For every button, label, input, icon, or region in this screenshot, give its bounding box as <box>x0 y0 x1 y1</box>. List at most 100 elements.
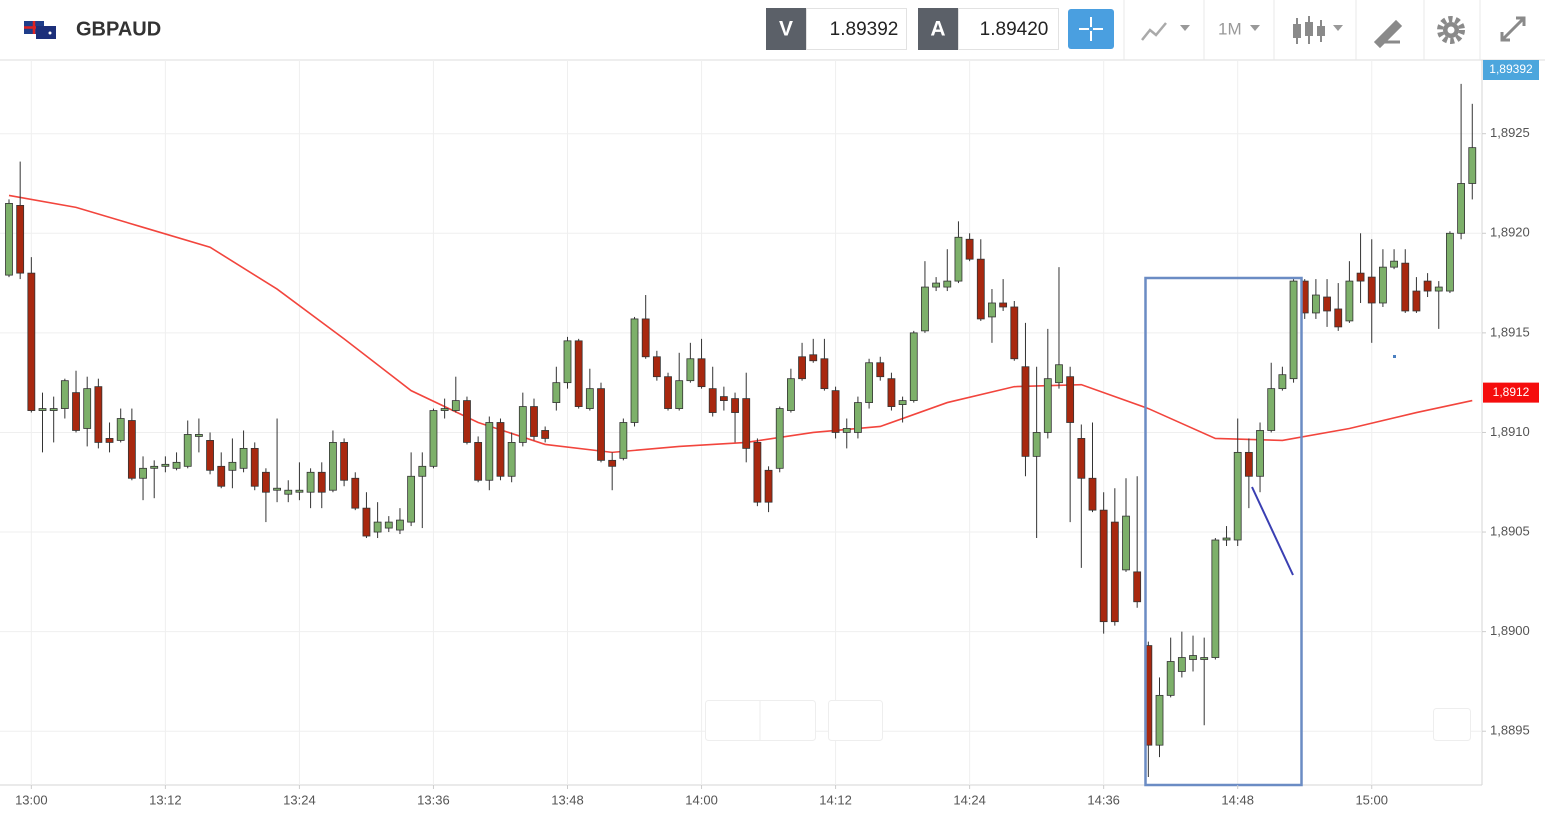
fullscreen-button[interactable] <box>1500 16 1526 42</box>
candle-body <box>541 430 550 439</box>
candle-body <box>1189 655 1197 660</box>
x-tick-label: 14:48 <box>1221 792 1254 807</box>
timeframe-label: 1M <box>1218 19 1242 38</box>
scroll-end-button[interactable] <box>1433 708 1471 741</box>
toolbar: GBPAUD V 1.89392 A 1.89420 1M <box>0 0 1545 61</box>
bid-label: V <box>779 18 793 41</box>
candle-body <box>1155 694 1164 746</box>
candle-body <box>1289 280 1298 380</box>
candle-body <box>1032 432 1041 457</box>
candle-body <box>1133 571 1142 603</box>
candle-body <box>362 507 371 537</box>
y-tick-label: 1,8900 <box>1490 623 1530 638</box>
candle-body <box>38 408 47 411</box>
caret <box>1180 25 1190 31</box>
candle-body <box>664 376 672 409</box>
candle-body <box>954 236 963 282</box>
candle-body <box>262 471 270 493</box>
candle-body <box>943 280 952 288</box>
candle-body <box>194 434 203 437</box>
settings-button[interactable] <box>1437 16 1465 44</box>
drawn-trendline[interactable] <box>1251 486 1294 576</box>
candle-body <box>563 340 572 384</box>
candle-body <box>641 318 650 358</box>
candle-body <box>206 440 214 471</box>
timeframe-button[interactable]: 1M <box>1218 19 1260 38</box>
candle-body <box>60 380 69 409</box>
x-tick-label: 14:00 <box>685 792 718 807</box>
candle-body <box>161 463 170 467</box>
drawn-dot <box>1393 355 1396 358</box>
candle-body <box>530 406 538 437</box>
candle-body <box>708 388 717 413</box>
chart-type-button[interactable] <box>1141 22 1190 41</box>
price-label-box <box>1483 60 1539 80</box>
bid-box <box>806 8 907 50</box>
nav-buttons <box>705 700 1471 741</box>
candle-body <box>1401 262 1410 312</box>
candle-body <box>440 408 449 411</box>
candle-body <box>921 286 929 332</box>
candle-body <box>865 362 873 403</box>
candle-body <box>898 400 907 405</box>
reset-button[interactable] <box>828 700 883 741</box>
candle-body <box>809 354 818 362</box>
candle-body <box>1122 515 1130 571</box>
crosshair-button[interactable] <box>1068 9 1114 49</box>
candle-body <box>909 332 918 401</box>
candle-body <box>105 438 114 443</box>
candle-body <box>485 422 494 481</box>
toolbar-separators <box>1123 0 1481 60</box>
x-tick-label: 15:00 <box>1355 792 1388 807</box>
x-tick-label: 13:48 <box>551 792 584 807</box>
candle-body <box>1110 521 1119 623</box>
candle-body <box>384 521 393 529</box>
instrument-title: GBPAUD <box>76 18 161 40</box>
candle-style-button[interactable] <box>1293 16 1343 44</box>
axis-layer: 1,8895 1,8900 1,8905 1,8910 1,8915 1,8920 1,89… <box>15 60 1539 807</box>
candle-body <box>932 282 941 288</box>
candle-body <box>686 358 695 382</box>
candle-body <box>183 434 192 467</box>
candle-body <box>731 398 739 413</box>
candle-body <box>1468 147 1477 184</box>
drawn-rectangle[interactable] <box>1144 276 1303 787</box>
x-tick-label: 13:12 <box>149 792 182 807</box>
candle-body <box>5 203 13 276</box>
ask-button[interactable] <box>918 8 958 50</box>
candle-icon-body <box>1305 22 1313 36</box>
crosshair-icon <box>1079 17 1103 41</box>
candle-body <box>1088 477 1097 511</box>
candle-body <box>1043 378 1052 433</box>
bid-button[interactable] <box>766 8 806 50</box>
candle-body <box>217 465 226 487</box>
candle-body <box>1166 661 1175 696</box>
candle-body <box>228 461 237 471</box>
candle-body <box>1356 272 1365 282</box>
y-tick-label: 1,8910 <box>1490 424 1530 439</box>
candle-body <box>1278 374 1287 390</box>
candle-body <box>407 475 416 523</box>
candle-layer <box>5 83 1477 778</box>
candle-body <box>250 447 259 487</box>
candle-body <box>764 469 773 503</box>
y-tick-label: 1,8895 <box>1490 723 1530 738</box>
candle-body <box>116 418 125 441</box>
candle-body <box>775 408 784 469</box>
flag-au <box>36 26 56 39</box>
candle-body <box>976 258 985 320</box>
candle-body <box>127 420 136 479</box>
candle-body <box>1267 388 1276 431</box>
candle-body <box>317 471 326 493</box>
candle-body <box>507 442 516 477</box>
y-tick-label: 1,8925 <box>1490 125 1530 140</box>
x-tick-label: 13:00 <box>15 792 48 807</box>
draw-tool-button[interactable] <box>1373 19 1403 49</box>
candle-body <box>329 442 337 491</box>
candle-body <box>418 465 427 477</box>
x-tick-label: 13:36 <box>417 792 450 807</box>
candle-body <box>496 422 505 477</box>
candle-body <box>619 422 628 459</box>
candle-body <box>172 461 181 469</box>
